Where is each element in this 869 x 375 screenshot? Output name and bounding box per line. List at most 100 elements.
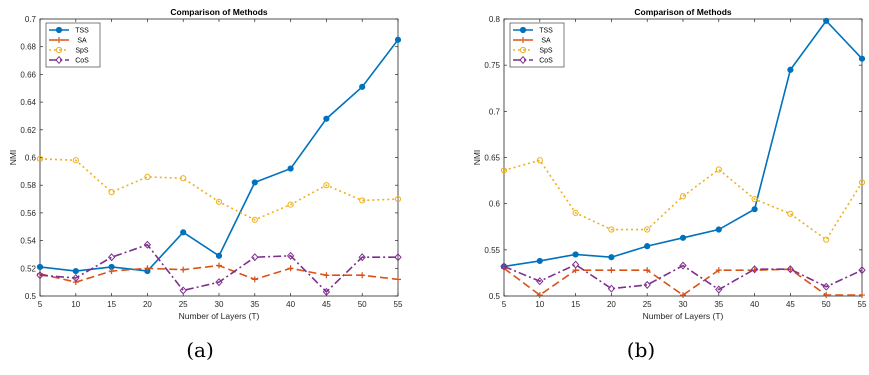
data-point [36,263,44,271]
y-tick-label: 0.7 [25,15,37,24]
data-point [143,240,152,249]
data-point [608,226,615,233]
x-axis-label: Number of Layers (T) [643,311,724,321]
legend-label: TSS [75,28,89,35]
x-tick-label: 40 [286,300,295,309]
y-axis-label: NMI [472,150,482,166]
series-tss [36,36,402,275]
data-point [608,254,615,261]
data-point [180,229,187,236]
data-point [715,226,722,233]
data-point [394,195,402,203]
x-tick-label: 35 [250,300,259,309]
data-point [751,195,758,203]
x-tick-label: 50 [358,300,367,309]
y-tick-label: 0.62 [20,126,36,135]
x-tick-label: 20 [607,300,616,309]
series-cos [36,240,402,296]
data-point [323,115,330,122]
y-tick-label: 0.68 [20,43,36,52]
y-tick-label: 0.5 [25,292,37,301]
data-point [536,277,544,286]
data-point [786,265,795,274]
x-tick-label: 45 [786,300,795,309]
data-point [519,55,527,65]
y-tick-label: 0.5 [489,292,501,301]
legend-label: TSS [539,28,553,35]
data-point [822,282,830,291]
series-line [39,158,399,221]
series-line [503,267,862,297]
x-axis-label: Number of Layers (T) [179,311,260,321]
y-tick-label: 0.52 [20,264,36,273]
legend: TSS SA SpS CoS [509,22,565,68]
x-tick-label: 20 [143,300,152,309]
y-tick-label: 0.65 [484,154,500,163]
x-tick-label: 15 [107,300,116,309]
legend-label: CoS [539,58,553,65]
y-axis-label: NMI [8,150,18,166]
chart-panel: 5 10 15 20 25 30 35 40 45 50 55 0.5 0.55 0.6 0.65 0.7 0.… [472,7,867,321]
data-point [108,189,115,196]
series-sps [36,155,402,223]
data-point [359,83,366,90]
data-point [215,278,223,287]
y-tick-label: 0.7 [489,107,501,116]
data-point [108,268,115,275]
data-point [823,236,830,243]
data-point [394,36,402,43]
data-point [359,197,366,204]
data-point [572,251,579,258]
caption-b: (b) [626,338,656,362]
series-cos [500,260,866,294]
data-point [679,261,687,270]
x-tick-label: 5 [38,300,43,309]
data-point [715,267,722,274]
legend-label: SpS [539,48,553,55]
x-tick-label: 10 [535,300,544,309]
chart-panel: 5 10 15 20 25 30 35 40 45 50 55 0.5 0.52 0.54 0.56 0.58… [8,7,403,321]
x-tick-label: 15 [571,300,580,309]
y-tick-label: 0.66 [20,70,36,79]
data-point [680,292,686,299]
legend: TSS SA SpS CoS [45,22,101,68]
data-point [823,17,830,24]
data-point [394,253,402,262]
data-point [72,267,79,275]
y-tick-label: 0.6 [25,154,37,163]
data-point [644,226,651,233]
data-point [608,267,615,274]
data-point [679,234,687,241]
data-point [322,287,331,296]
legend-label: SpS [75,48,89,55]
data-point [180,175,187,182]
data-point [607,284,616,293]
data-point [251,253,259,262]
chart-title: Comparison of Methods [634,7,732,17]
data-point [55,46,63,54]
y-tick-label: 0.55 [484,246,500,255]
series-sps [500,157,866,243]
data-point [72,157,79,164]
x-tick-label: 25 [179,300,188,309]
y-tick-label: 0.56 [20,209,36,218]
data-point [858,179,866,186]
x-tick-label: 30 [215,300,224,309]
data-point [215,198,223,205]
data-point [679,193,687,200]
x-tick-label: 55 [858,300,867,309]
data-point [787,66,794,73]
data-point [107,253,116,262]
legend-label: SA [541,38,551,45]
data-point [56,37,62,43]
data-point [323,272,330,279]
data-point [500,262,508,271]
data-point [359,272,366,279]
x-tick-label: 55 [394,300,403,309]
data-point [286,251,295,260]
y-tick-label: 0.64 [20,98,36,107]
data-point [644,243,651,250]
data-point [180,266,187,273]
legend-label: SA [77,38,87,45]
